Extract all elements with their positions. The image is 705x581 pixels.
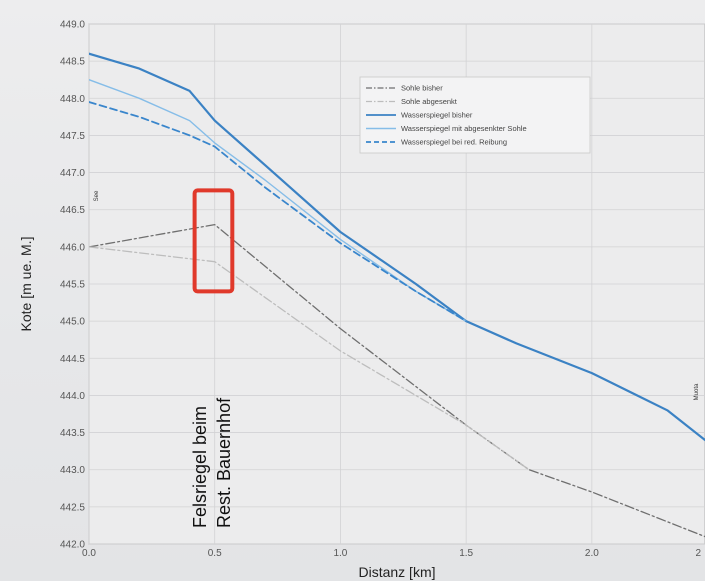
series-line: [89, 52, 705, 442]
y-tick-label: 443.5: [60, 428, 85, 439]
side-note-muota: Muota: [694, 383, 700, 400]
y-tick-label: 447.5: [60, 131, 85, 142]
y-tick-label: 447.0: [60, 168, 85, 179]
y-tick-label: 445.0: [60, 317, 85, 328]
y-axis-label: Kote [m ue. M.]: [18, 237, 34, 332]
x-tick-label: 2.0: [585, 548, 599, 559]
series-line: [89, 246, 530, 471]
x-tick-label: 1.0: [333, 548, 347, 559]
callout-line-2: Rest. Bauernhof: [214, 397, 234, 528]
y-tick-label: 442.5: [60, 502, 85, 513]
y-tick-label: 442.0: [60, 540, 85, 551]
y-tick-label: 444.0: [60, 391, 85, 402]
y-tick-label: 446.5: [60, 205, 85, 216]
highlight-box: [192, 188, 235, 294]
x-axis-label: Distanz [km]: [358, 564, 435, 580]
y-tick-label: 446.0: [60, 242, 85, 253]
grid-lines: [88, 23, 705, 545]
legend: Sohle bisher Sohle abgesenkt Wasserspiegel…: [359, 76, 591, 154]
series-line: [89, 101, 468, 323]
x-tick-label: 0.0: [82, 548, 96, 559]
series-layer: [89, 52, 705, 538]
y-tick-label: 449.0: [60, 20, 85, 31]
callout-line-1: Felsriegel beim: [190, 406, 210, 528]
y-tick-label: 445.5: [60, 280, 85, 291]
legend-entry-label: Sohle bisher: [401, 84, 443, 93]
y-tick-label: 444.5: [60, 354, 85, 365]
legend-entry-label: Wasserspiegel mit abgesenkter Sohle: [401, 124, 527, 133]
y-tick-label: 448.5: [60, 57, 85, 68]
side-note-see: See: [94, 190, 100, 201]
x-tick-label: 1.5: [459, 548, 473, 559]
tick-labels: 442.0 442.5 443.0 443.5 444.0 444.5 445.0 445.5…: [60, 20, 701, 560]
y-tick-label: 443.0: [60, 465, 85, 476]
legend-entry-label: Sohle abgesenkt: [401, 97, 458, 106]
legend-box: [359, 76, 591, 154]
y-tick-label: 448.0: [60, 94, 85, 105]
legend-entry-label: Wasserspiegel bei red. Reibung: [401, 138, 507, 147]
x-tick-label: 2: [695, 548, 701, 559]
x-tick-label: 0.5: [208, 548, 222, 559]
legend-entry-label: Wasserspiegel bisher: [401, 111, 473, 120]
